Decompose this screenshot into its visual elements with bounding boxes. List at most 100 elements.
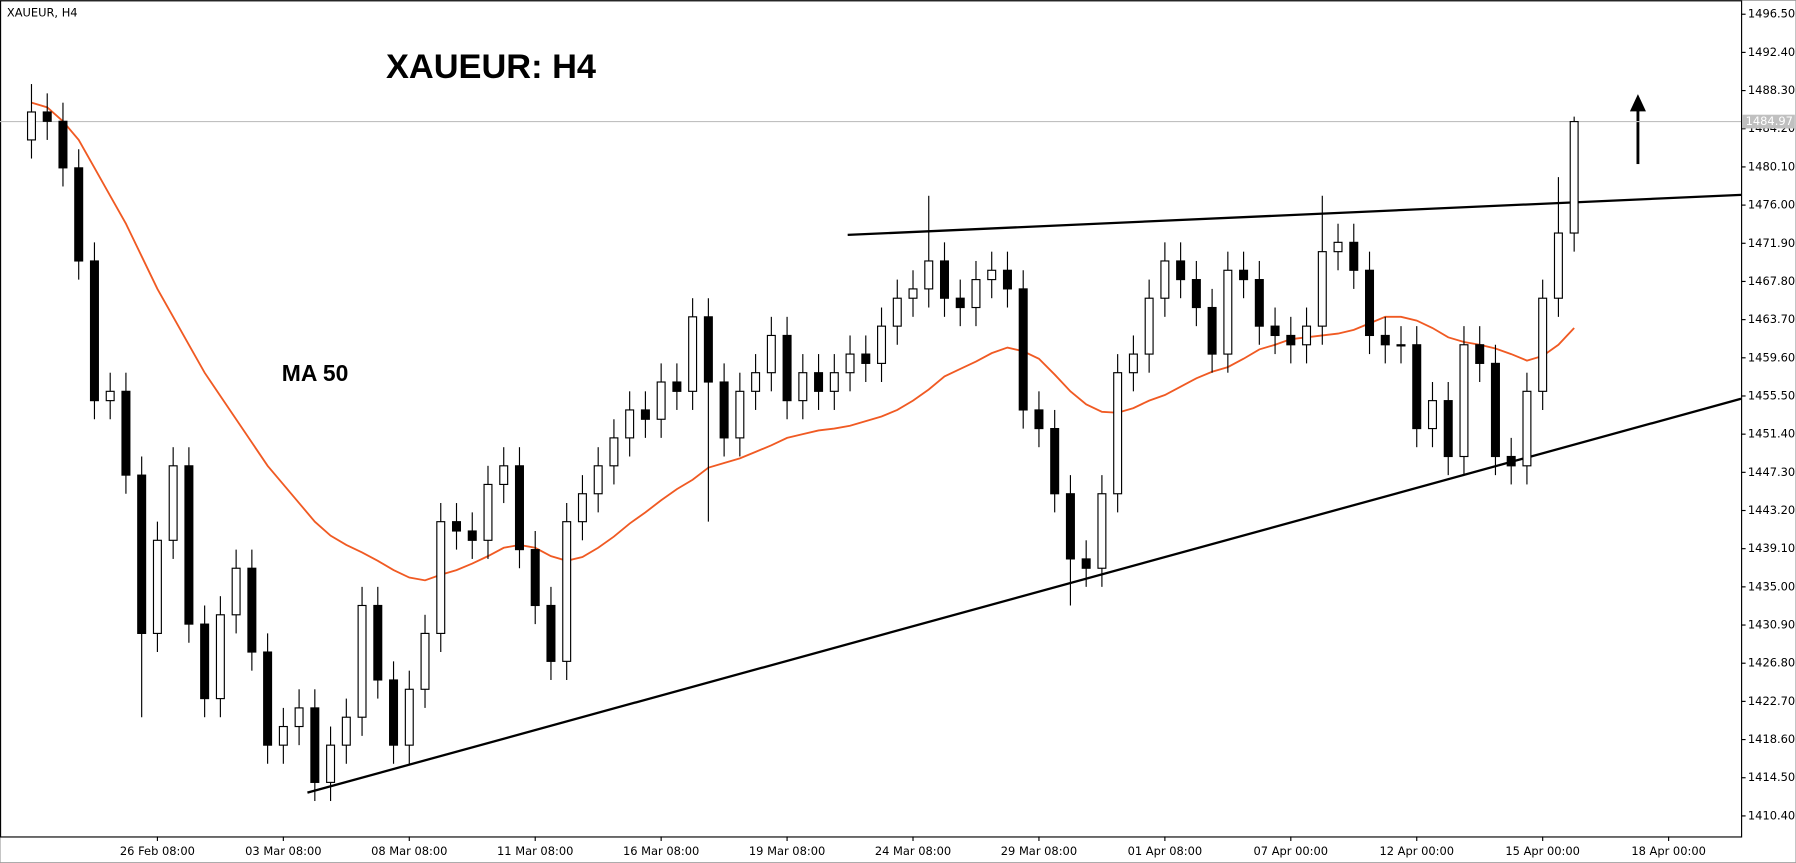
ma-label: MA 50 <box>282 360 349 386</box>
candle-body <box>955 297 965 309</box>
candle-body <box>326 744 336 783</box>
candle-body <box>1160 260 1170 299</box>
candle <box>404 670 414 764</box>
y-tick-label: 1455.50 <box>1748 388 1795 402</box>
candle <box>766 316 776 392</box>
y-tick-label: 1435.00 <box>1748 579 1795 593</box>
candle <box>200 605 210 718</box>
candle <box>1002 251 1012 308</box>
candle-body <box>263 651 273 746</box>
candle-body <box>1427 400 1437 430</box>
candle-body <box>1553 232 1563 299</box>
candle-body <box>924 260 934 290</box>
candle <box>420 614 430 708</box>
x-tick-label: 26 Feb 08:00 <box>120 844 195 858</box>
candle <box>483 465 493 559</box>
candle-body <box>829 372 839 392</box>
candle <box>782 316 792 420</box>
candle-body <box>1223 269 1233 355</box>
candle-body <box>1270 325 1280 337</box>
candle <box>137 456 147 718</box>
candle <box>1254 260 1264 345</box>
candle-body <box>499 465 509 486</box>
x-tick-label: 15 Apr 00:00 <box>1505 844 1580 858</box>
candle-body <box>1113 372 1123 495</box>
candle <box>247 549 257 671</box>
candle <box>1207 288 1217 373</box>
y-tick-label: 1451.40 <box>1748 427 1795 441</box>
candle <box>987 251 997 299</box>
candle-body <box>703 316 713 383</box>
candle-body <box>1144 297 1154 355</box>
candle <box>877 307 887 383</box>
candle-body <box>1412 344 1422 430</box>
candle <box>1160 242 1170 317</box>
y-tick-label: 1467.80 <box>1748 274 1795 288</box>
candle-body <box>1569 121 1579 234</box>
candle-body <box>373 604 383 681</box>
candle <box>625 391 635 457</box>
trend-line <box>307 397 1742 794</box>
y-tick-label: 1430.90 <box>1748 618 1795 632</box>
candle <box>1050 409 1060 513</box>
candle-body <box>609 437 619 467</box>
candle-body <box>26 111 36 141</box>
candle <box>263 633 273 764</box>
candle <box>1176 242 1186 299</box>
candle-body <box>420 632 430 690</box>
candle <box>829 354 839 410</box>
candle-body <box>562 521 572 662</box>
candle-body <box>294 707 304 728</box>
candle-body <box>1490 362 1500 458</box>
candle-body <box>688 316 698 392</box>
y-tick-label: 1476.00 <box>1748 198 1795 212</box>
candle-body <box>593 465 603 495</box>
candle-body <box>58 120 68 169</box>
candle-body <box>357 604 367 718</box>
candle <box>499 447 509 504</box>
candle-body <box>1459 344 1469 458</box>
candle <box>1128 335 1138 392</box>
candle-body <box>1254 279 1264 327</box>
candle-body <box>341 716 351 746</box>
candle <box>1412 326 1422 448</box>
x-tick-label: 18 Apr 00:00 <box>1631 844 1706 858</box>
candle <box>1490 344 1500 476</box>
candle <box>1506 437 1516 485</box>
candle-body <box>892 297 902 327</box>
candle-body <box>766 334 776 374</box>
candle-body <box>625 409 635 439</box>
candle-body <box>971 279 981 309</box>
candle-body <box>577 493 587 523</box>
candle <box>215 596 225 718</box>
symbol-label: XAUEUR, H4 <box>7 5 78 19</box>
candle-body <box>215 614 225 700</box>
candle-body <box>1034 409 1044 430</box>
candle <box>389 661 399 764</box>
candle <box>1113 354 1123 513</box>
x-tick-label: 01 Apr 08:00 <box>1128 844 1203 858</box>
candle <box>1239 251 1249 299</box>
candle-body <box>1191 279 1201 309</box>
candle <box>451 503 462 550</box>
candle <box>1191 260 1201 327</box>
candle <box>1097 475 1107 587</box>
trend-line <box>847 193 1742 237</box>
candle <box>1270 307 1280 355</box>
candle <box>1081 540 1091 587</box>
candle <box>89 242 99 420</box>
candle-body <box>1506 455 1516 467</box>
candle <box>357 586 367 736</box>
candle <box>672 363 682 410</box>
candle <box>939 242 950 317</box>
candle <box>1349 223 1359 289</box>
candle-body <box>1302 325 1312 346</box>
candle-body <box>1380 334 1390 346</box>
candle-body <box>1018 288 1028 411</box>
x-tick-label: 12 Apr 00:00 <box>1379 844 1454 858</box>
candle <box>1396 326 1406 364</box>
candle <box>278 707 288 764</box>
candle-body <box>436 521 446 634</box>
candle-body <box>1286 334 1296 346</box>
candle-body <box>1365 269 1375 337</box>
